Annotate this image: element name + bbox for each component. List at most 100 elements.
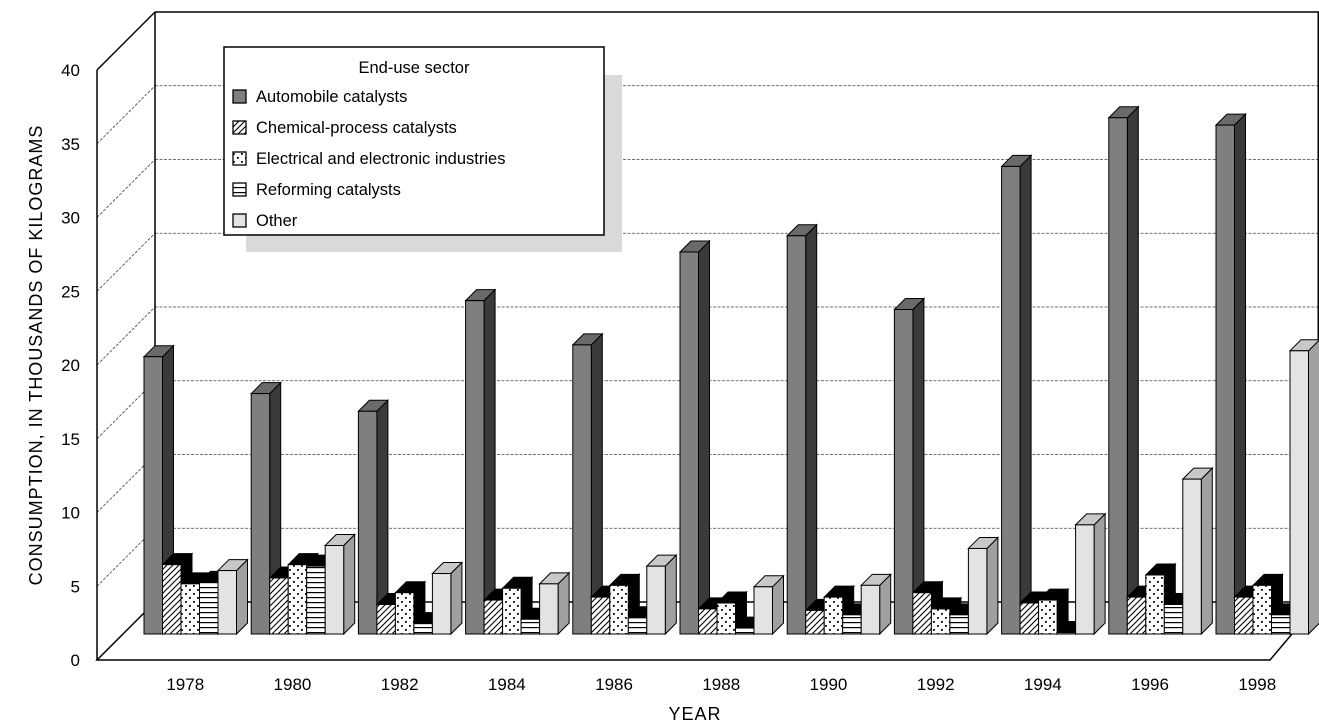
bar bbox=[1214, 112, 1247, 636]
legend-entry: Other bbox=[256, 212, 298, 230]
bar-front bbox=[1145, 574, 1165, 635]
bar-front bbox=[949, 614, 969, 635]
x-tick-label: 1982 bbox=[381, 675, 419, 694]
bar-front bbox=[627, 617, 648, 635]
bar-front bbox=[679, 251, 699, 635]
bar-front bbox=[520, 618, 541, 635]
legend-entry: Automobile catalysts bbox=[256, 88, 407, 106]
bar-front bbox=[1019, 602, 1040, 635]
bar bbox=[357, 399, 390, 636]
legend-title: End-use sector bbox=[359, 59, 470, 77]
x-tick-label: 1986 bbox=[595, 675, 633, 694]
bars bbox=[142, 105, 1319, 636]
bar-front bbox=[324, 545, 345, 635]
x-tick-label: 1978 bbox=[166, 675, 204, 694]
side-wall-top-edge bbox=[96, 11, 156, 71]
bar-front bbox=[217, 570, 237, 635]
bar-side bbox=[236, 558, 248, 636]
bar bbox=[538, 571, 571, 636]
bar bbox=[1107, 105, 1140, 636]
bar-front bbox=[143, 356, 163, 635]
legend-swatch bbox=[232, 120, 247, 135]
bar bbox=[645, 553, 678, 636]
legend-swatch bbox=[232, 182, 247, 197]
bar bbox=[464, 288, 497, 636]
bar-front bbox=[912, 592, 932, 635]
bar bbox=[1288, 339, 1319, 636]
bar-front bbox=[1075, 524, 1095, 635]
bar-front bbox=[1289, 350, 1309, 635]
legend-entry: Reforming catalysts bbox=[256, 181, 401, 199]
bar-front bbox=[539, 583, 559, 635]
bar-front bbox=[735, 627, 755, 635]
bar bbox=[1000, 154, 1033, 636]
legend-swatch bbox=[232, 89, 247, 104]
bar-front bbox=[1182, 478, 1202, 635]
bar-front bbox=[646, 565, 666, 635]
bar-front bbox=[786, 235, 807, 635]
y-tick-label: 40 bbox=[61, 61, 80, 80]
bar bbox=[1037, 587, 1070, 636]
bar bbox=[431, 561, 464, 636]
bar-front bbox=[716, 602, 736, 635]
y-tick-label: 5 bbox=[71, 577, 80, 596]
bar bbox=[859, 573, 892, 636]
y-tick-label: 0 bbox=[71, 651, 80, 670]
bar-front bbox=[199, 581, 219, 635]
bar-front bbox=[967, 547, 988, 635]
bar-front bbox=[1001, 165, 1021, 635]
bar-side bbox=[664, 553, 677, 636]
bar-side bbox=[805, 223, 818, 636]
bar bbox=[752, 574, 785, 636]
bar-front bbox=[376, 604, 396, 635]
bar-side bbox=[1126, 105, 1139, 636]
bar bbox=[323, 533, 356, 636]
bar-front bbox=[1126, 596, 1147, 635]
y-axis-ticks: 0 5 10 15 20 25 30 35 40 bbox=[61, 61, 80, 670]
y-tick-label: 20 bbox=[61, 356, 80, 375]
y-tick-label: 35 bbox=[61, 135, 80, 154]
bar-front bbox=[842, 614, 862, 635]
bar bbox=[1181, 466, 1214, 636]
bar bbox=[785, 223, 818, 636]
bar-front bbox=[893, 309, 914, 635]
legend-box bbox=[223, 46, 605, 236]
bar-front bbox=[162, 564, 182, 635]
bar bbox=[571, 332, 604, 636]
legend-swatch bbox=[232, 151, 247, 166]
bar-front bbox=[180, 583, 200, 635]
x-tick-label: 1990 bbox=[810, 675, 848, 694]
side-gridline bbox=[96, 159, 156, 218]
bar bbox=[967, 536, 1000, 636]
x-tick-label: 1996 bbox=[1131, 675, 1169, 694]
bar bbox=[216, 558, 249, 636]
bar bbox=[1074, 512, 1107, 636]
bar-side bbox=[1093, 512, 1106, 636]
bar-side bbox=[698, 239, 710, 636]
x-tick-label: 1988 bbox=[702, 675, 740, 694]
bar-side bbox=[450, 561, 463, 636]
bar-side bbox=[483, 288, 496, 636]
side-gridline bbox=[96, 232, 156, 292]
bar-front bbox=[823, 596, 844, 635]
y-tick-label: 30 bbox=[61, 209, 80, 228]
bar-side bbox=[343, 533, 356, 636]
bar-front bbox=[250, 393, 271, 635]
bar-front bbox=[609, 584, 629, 635]
bar bbox=[678, 239, 711, 636]
x-tick-label: 1980 bbox=[274, 675, 312, 694]
y-axis-title: CONSUMPTION, IN THOUSANDS OF KILOGRAMS bbox=[26, 125, 46, 586]
bar-front bbox=[930, 608, 951, 635]
bar-front bbox=[860, 584, 881, 635]
bar-front bbox=[483, 599, 504, 635]
bar-front bbox=[753, 586, 773, 635]
x-tick-label: 1992 bbox=[917, 675, 955, 694]
bar-front bbox=[394, 592, 415, 635]
bar-front bbox=[287, 564, 308, 635]
bar-front bbox=[1271, 614, 1291, 635]
bar-front bbox=[1252, 584, 1272, 635]
bar-front bbox=[465, 300, 485, 635]
bar-front bbox=[1163, 604, 1184, 635]
x-tick-label: 1994 bbox=[1024, 675, 1062, 694]
